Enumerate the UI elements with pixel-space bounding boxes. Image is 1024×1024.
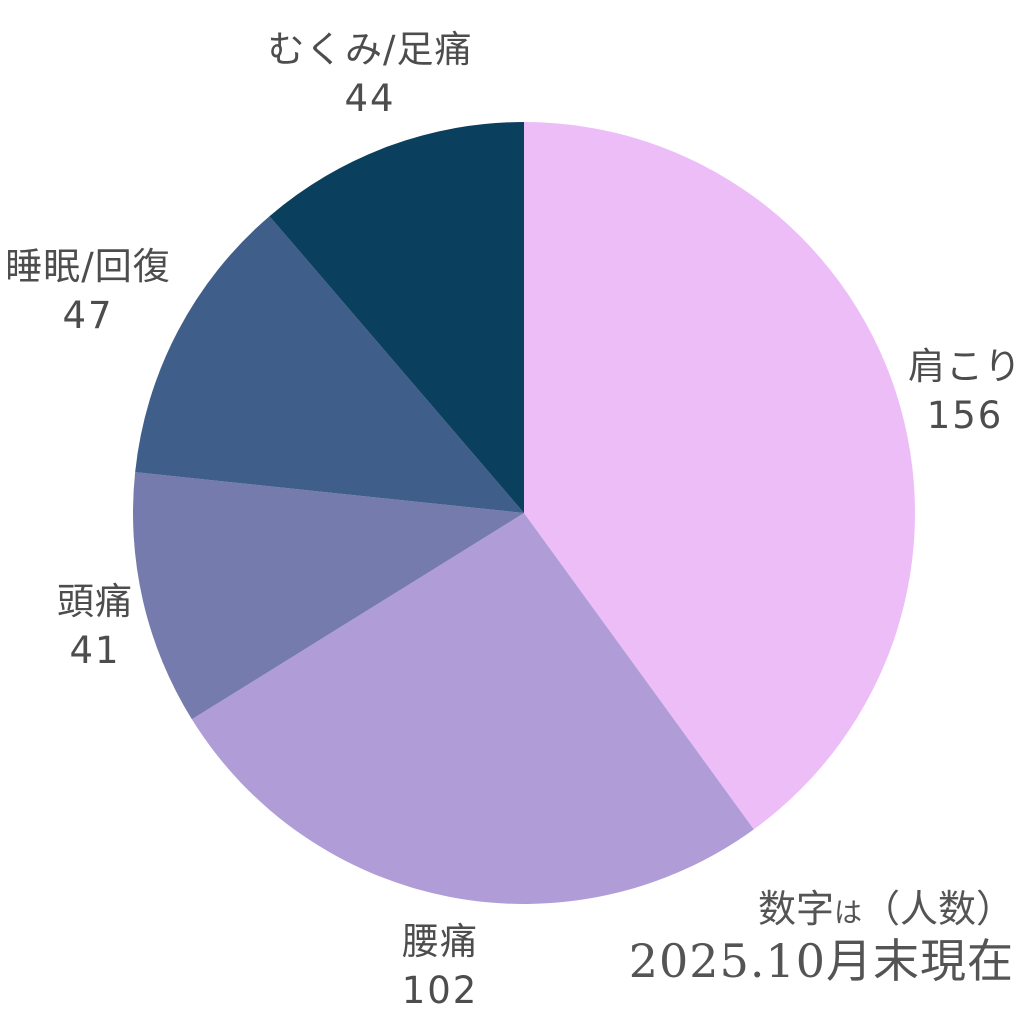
slice-value: 44 xyxy=(344,76,396,120)
slice-label-suimin-kaifuku: 睡眠/回復 47 xyxy=(0,243,176,341)
footnote-date: 2025.10月末現在 xyxy=(628,933,1014,988)
pie-slice-2 xyxy=(132,472,525,720)
pie-slice-3 xyxy=(135,216,524,513)
footnote-unit-note-paren: （人数） xyxy=(861,887,1014,931)
footnote-unit-note-kanji: 数字 xyxy=(757,887,834,931)
slice-name: 腰痛 xyxy=(402,920,478,963)
slice-label-mukumi-ashiita: むくみ/足痛 44 xyxy=(250,26,490,124)
pie-slice-4 xyxy=(269,122,524,513)
slice-name: むくみ/足痛 xyxy=(267,28,473,71)
pie-slice-0 xyxy=(524,122,916,830)
slice-value: 41 xyxy=(69,628,121,672)
slice-value: 47 xyxy=(62,293,114,337)
slice-name: 頭痛 xyxy=(57,580,133,623)
footnote-unit-note: 数字は（人数） xyxy=(629,886,1014,934)
slice-label-zutsuu: 頭痛 41 xyxy=(5,578,185,676)
slice-value: 156 xyxy=(926,393,1004,437)
slice-name: 睡眠/回復 xyxy=(5,245,171,288)
slice-label-youtsuu: 腰痛 102 xyxy=(340,918,540,1016)
pie-slice-1 xyxy=(191,513,754,905)
slice-name: 肩こり xyxy=(908,345,1022,388)
slice-value: 102 xyxy=(401,968,479,1012)
footnote-unit-note-particle: は xyxy=(833,896,862,929)
chart-footnote: 数字は（人数） 2025.10月末現在 xyxy=(629,886,1014,989)
slice-label-katakori: 肩こり 156 xyxy=(880,343,1024,441)
